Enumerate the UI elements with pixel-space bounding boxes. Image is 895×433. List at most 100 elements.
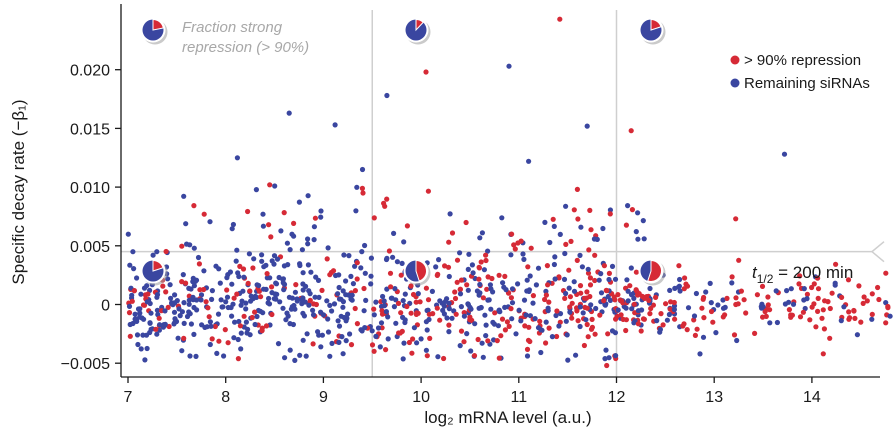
data-point-884 xyxy=(807,317,813,323)
data-point-685 xyxy=(813,324,819,330)
data-point-397 xyxy=(423,319,429,325)
data-point-25 xyxy=(368,281,374,287)
data-point-899 xyxy=(384,196,390,202)
data-point-199 xyxy=(486,297,492,303)
data-point-757 xyxy=(482,312,488,318)
data-point-887 xyxy=(329,340,335,346)
data-point-1049 xyxy=(318,344,324,350)
data-point-782 xyxy=(841,304,847,310)
data-point-243 xyxy=(502,327,508,333)
data-point-989 xyxy=(609,328,616,334)
y-tick-label-4: 0.015 xyxy=(70,121,110,138)
data-point-296 xyxy=(445,264,452,270)
data-point-911 xyxy=(183,280,189,286)
data-point-514 xyxy=(875,284,881,291)
data-point-311 xyxy=(385,336,391,342)
data-point-457 xyxy=(452,289,458,295)
data-point-598 xyxy=(447,211,453,217)
data-point-958 xyxy=(821,326,828,332)
data-point-1047 xyxy=(457,291,464,297)
data-point-1069 xyxy=(306,288,312,294)
data-point-286 xyxy=(181,320,187,326)
pie-top-2-strong xyxy=(650,18,662,31)
data-point-1087 xyxy=(333,272,339,279)
data-point-864 xyxy=(444,296,450,302)
data-point-962 xyxy=(524,346,531,352)
data-point-503 xyxy=(676,263,682,269)
data-point-214 xyxy=(829,290,835,296)
y-tick-label-5: 0.020 xyxy=(70,63,110,80)
data-point-441 xyxy=(640,218,646,224)
data-point-1000 xyxy=(489,275,495,282)
data-point-810 xyxy=(511,242,517,248)
data-point-932 xyxy=(538,349,544,356)
data-point-438 xyxy=(425,297,432,303)
data-point-657 xyxy=(442,263,448,269)
data-point-838 xyxy=(469,262,475,268)
data-point-147 xyxy=(633,269,640,275)
data-point-108 xyxy=(552,254,558,260)
data-point-484 xyxy=(392,286,398,292)
pie-bottom-1-strong xyxy=(415,259,427,282)
data-point-970 xyxy=(282,355,288,361)
data-point-1009 xyxy=(327,353,333,359)
data-point-184 xyxy=(207,219,213,225)
data-point-487 xyxy=(335,318,341,324)
data-point-1144 xyxy=(567,304,573,310)
data-point-528 xyxy=(786,299,792,305)
data-point-938 xyxy=(851,308,857,314)
data-point-964 xyxy=(496,307,502,313)
data-point-723 xyxy=(654,318,660,324)
data-point-85 xyxy=(281,287,287,293)
data-point-198 xyxy=(457,286,463,292)
data-point-1123 xyxy=(261,286,267,292)
data-point-371 xyxy=(485,248,491,254)
data-point-123 xyxy=(633,229,639,235)
data-point-76 xyxy=(343,338,349,344)
data-point-623 xyxy=(475,336,481,343)
data-point-876 xyxy=(667,287,673,293)
data-point-125 xyxy=(423,285,429,291)
data-point-949 xyxy=(457,250,463,256)
data-point-600 xyxy=(682,275,688,281)
data-point-471 xyxy=(565,357,571,363)
data-point-1142 xyxy=(752,330,758,336)
data-point-901 xyxy=(291,302,297,309)
data-point-747 xyxy=(549,334,556,340)
y-tick-label-3: 0.010 xyxy=(70,180,110,197)
data-point-749 xyxy=(508,252,514,258)
data-point-1146 xyxy=(260,211,266,217)
data-point-299 xyxy=(458,304,464,310)
data-point-273 xyxy=(299,247,305,253)
data-point-672 xyxy=(635,236,641,242)
data-point-795 xyxy=(157,322,163,328)
data-point-160 xyxy=(312,215,318,221)
data-point-293 xyxy=(135,341,141,348)
data-point-930 xyxy=(131,288,137,294)
data-point-539 xyxy=(292,357,298,363)
data-point-701 xyxy=(383,347,389,353)
data-point-1128 xyxy=(272,291,278,297)
x-tick-label-5: 12 xyxy=(608,389,626,406)
data-point-831 xyxy=(427,335,433,341)
data-point-555 xyxy=(869,316,875,322)
data-point-610 xyxy=(280,280,286,286)
data-point-898 xyxy=(585,266,591,272)
data-point-940 xyxy=(846,309,852,315)
data-point-403 xyxy=(138,291,144,297)
data-point-439 xyxy=(483,333,489,339)
data-point-519 xyxy=(191,283,197,289)
data-point-513 xyxy=(729,280,735,286)
data-point-1129 xyxy=(410,291,417,298)
data-point-750 xyxy=(883,320,889,326)
data-point-1053 xyxy=(248,298,254,304)
data-point-32 xyxy=(191,331,197,337)
data-point-920 xyxy=(628,292,635,298)
data-point-953 xyxy=(767,307,773,313)
data-point-827 xyxy=(316,294,322,300)
data-point-1060 xyxy=(424,353,430,359)
data-point-271 xyxy=(361,285,367,292)
data-point-891 xyxy=(623,222,630,228)
data-point-444 xyxy=(429,288,435,294)
data-point-542 xyxy=(564,332,570,338)
